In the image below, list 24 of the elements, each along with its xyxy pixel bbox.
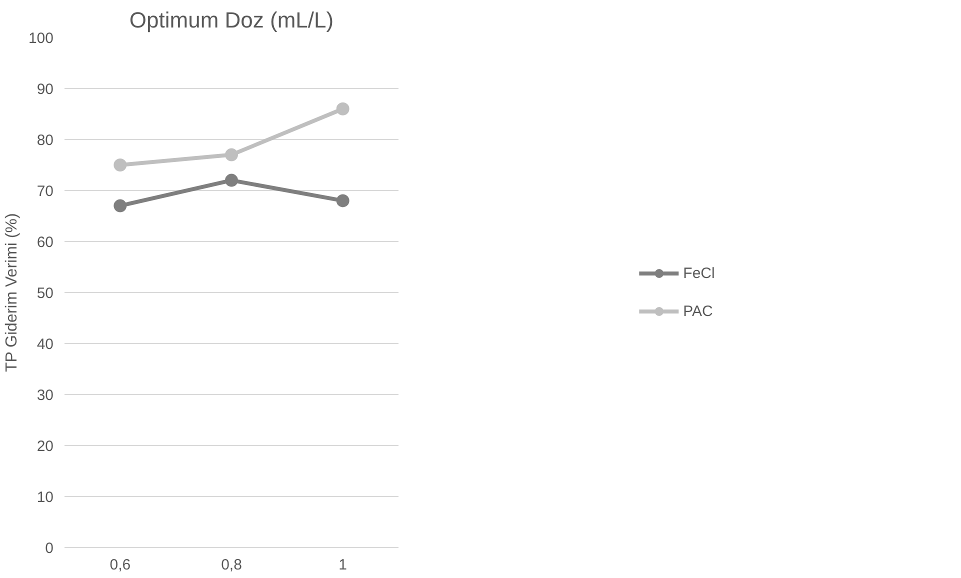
point xyxy=(114,199,127,212)
y-tick-label: 80 xyxy=(36,132,54,149)
point xyxy=(225,174,238,187)
y-tick-label: 0 xyxy=(45,540,54,557)
point xyxy=(114,158,127,172)
y-tick-label: 40 xyxy=(36,336,54,353)
y-tick-label: 10 xyxy=(36,489,54,506)
x-tick-label: 1 xyxy=(338,556,348,574)
y-tick-label: 20 xyxy=(36,438,54,455)
x-tick-label: 0,8 xyxy=(221,556,242,574)
point xyxy=(336,102,350,116)
point xyxy=(336,194,350,208)
legend-label: FeCl xyxy=(683,264,715,282)
y-tick-label: 50 xyxy=(36,285,54,302)
y-tick-label: 60 xyxy=(36,234,54,251)
y-axis-title: TP Giderim Verimi (%) xyxy=(3,213,20,372)
y-tick-label: 30 xyxy=(36,387,54,404)
legend-label: PAC xyxy=(683,302,713,320)
point xyxy=(225,148,238,162)
x-tick-label: 0,6 xyxy=(110,556,131,574)
chart-title: Optimum Doz (mL/L) xyxy=(129,8,334,32)
y-tick-label: 100 xyxy=(28,30,54,47)
y-tick-label: 70 xyxy=(36,183,54,200)
y-tick-label: 90 xyxy=(36,81,54,98)
